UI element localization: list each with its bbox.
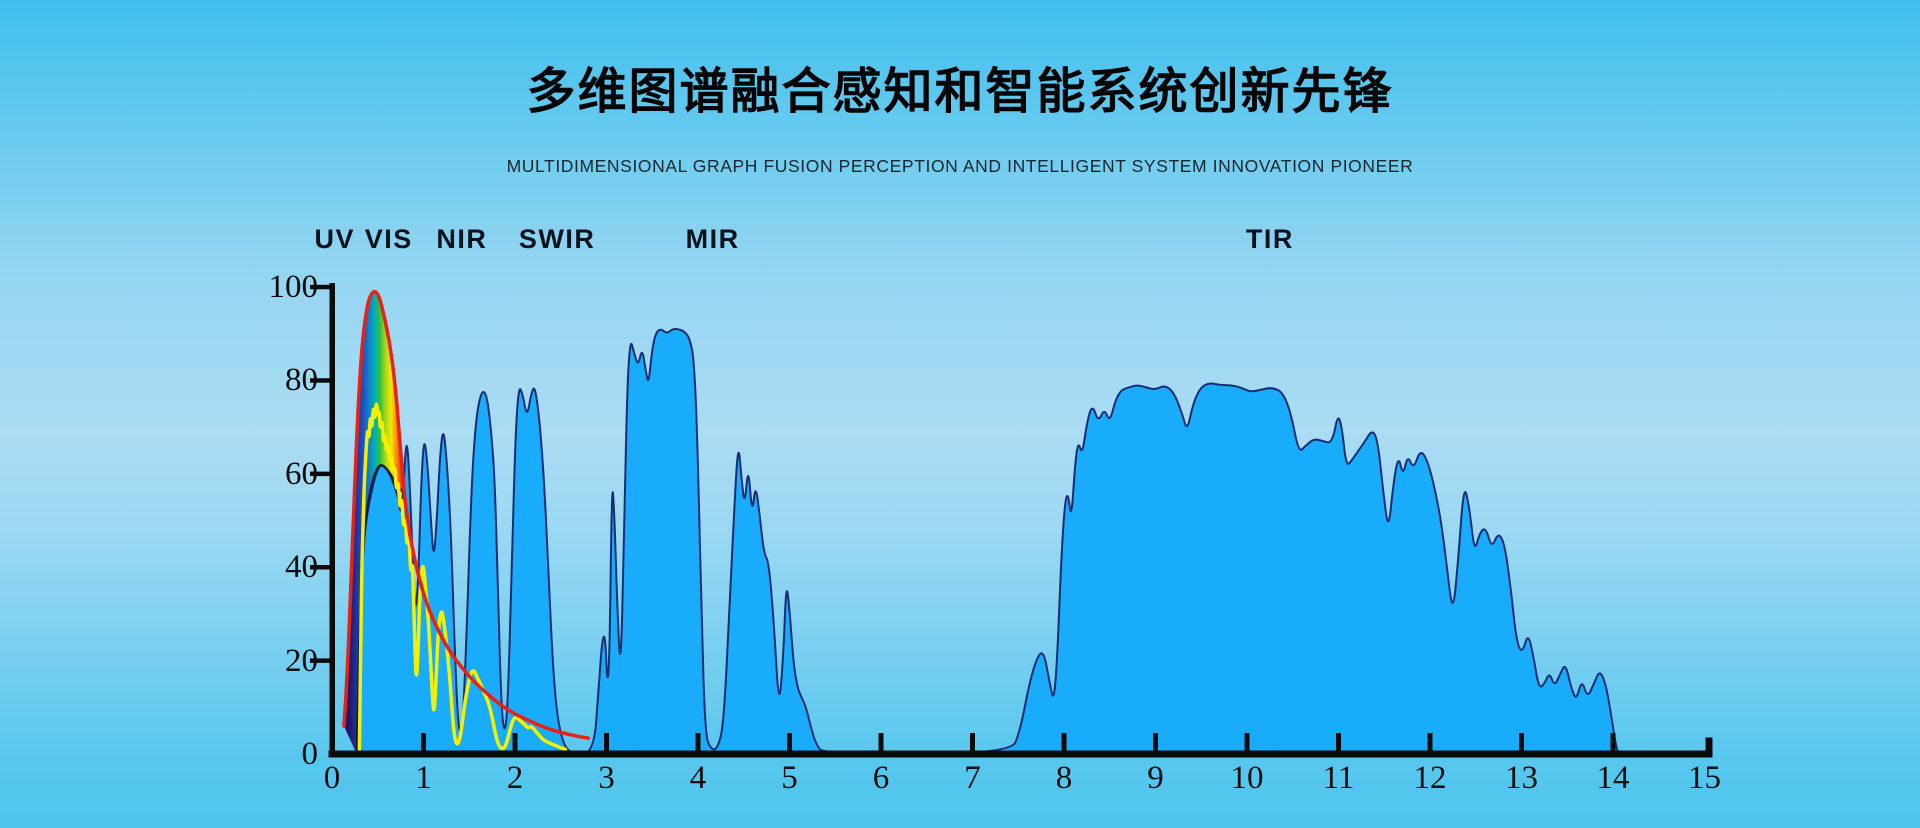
x-tick <box>1610 733 1616 751</box>
y-tick-label: 20 <box>285 642 318 679</box>
x-tick <box>1336 733 1341 751</box>
x-tick <box>970 733 975 751</box>
y-tick <box>310 658 332 663</box>
x-tick-label: 11 <box>1322 760 1355 796</box>
x-tick <box>421 733 426 751</box>
x-tick-label: 10 <box>1230 760 1264 796</box>
x-tick <box>695 733 701 751</box>
x-axis-line <box>328 750 1713 758</box>
y-tick <box>310 565 332 570</box>
band-label-uv: UV <box>314 224 355 254</box>
y-tick-label: 60 <box>285 455 318 492</box>
x-tick <box>787 733 792 751</box>
y-tick-label: 80 <box>285 362 318 399</box>
x-tick <box>1153 733 1158 751</box>
y-tick <box>310 284 332 290</box>
x-tick-label: 13 <box>1505 760 1538 796</box>
transmission-area <box>354 328 1620 755</box>
axis-end-hook <box>1705 737 1713 758</box>
red-curve <box>342 289 590 740</box>
x-tick-label: 0 <box>323 760 341 796</box>
band-label-mir: MIR <box>685 224 740 254</box>
y-tick-label: 100 <box>268 269 319 305</box>
x-tick-label: 8 <box>1055 760 1073 796</box>
y-axis-line <box>329 283 335 758</box>
band-label-tir: TIR <box>1245 224 1294 254</box>
x-tick <box>878 733 884 751</box>
page-title: 多维图谱融合感知和智能系统创新先锋 <box>526 65 1394 119</box>
y-tick <box>310 471 332 477</box>
x-tick-label: 15 <box>1688 760 1721 796</box>
x-tick-label: 14 <box>1596 760 1630 796</box>
x-tick-label: 1 <box>415 760 432 796</box>
y-tick-label: 40 <box>285 549 318 586</box>
y-tick <box>310 378 332 383</box>
band-label-swir: SWIR <box>518 224 596 254</box>
x-tick-label: 12 <box>1413 760 1447 796</box>
band-label-vis: VIS <box>364 224 413 254</box>
page-subtitle: MULTIDIMENSIONAL GRAPH FUSION PERCEPTION… <box>506 156 1414 176</box>
x-tick <box>604 733 609 751</box>
yellow-curve <box>357 402 568 752</box>
x-tick <box>1061 733 1067 751</box>
x-tick <box>512 733 518 751</box>
x-tick-label: 4 <box>689 760 707 796</box>
band-label-nir: NIR <box>436 224 488 254</box>
x-tick-label: 9 <box>1147 760 1164 796</box>
x-tick-label: 5 <box>781 760 798 796</box>
x-tick-label: 7 <box>964 760 981 796</box>
x-tick <box>1519 733 1524 751</box>
x-tick-label: 3 <box>598 760 615 796</box>
x-tick <box>1244 733 1250 751</box>
x-tick-label: 6 <box>872 760 890 796</box>
x-tick <box>1427 733 1433 751</box>
y-tick-label: 0 <box>301 736 319 772</box>
x-tick-label: 2 <box>506 760 524 796</box>
